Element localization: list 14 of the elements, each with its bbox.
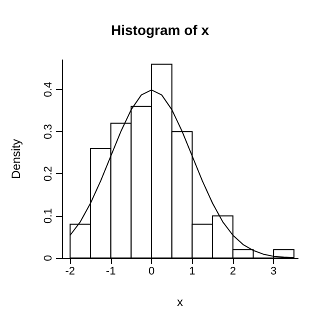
x-tick-label: 2 xyxy=(230,266,236,278)
x-tick-label: 3 xyxy=(270,266,277,278)
y-tick-label: 0 xyxy=(42,254,54,262)
x-tick-label: 0 xyxy=(148,266,155,278)
y-tick-label: 0.1 xyxy=(42,208,54,224)
x-tick-label: 1 xyxy=(189,266,196,278)
x-axis-title: x xyxy=(177,295,183,309)
y-tick-label: 0.2 xyxy=(42,166,54,182)
x-tick-label: -1 xyxy=(106,266,116,278)
y-tick-label: 0.3 xyxy=(42,124,54,140)
y-axis-title: Density xyxy=(9,138,23,180)
x-tick-label: -2 xyxy=(65,266,76,278)
chart-title: Histogram of x xyxy=(110,22,210,38)
y-tick-label: 0.4 xyxy=(42,82,54,98)
